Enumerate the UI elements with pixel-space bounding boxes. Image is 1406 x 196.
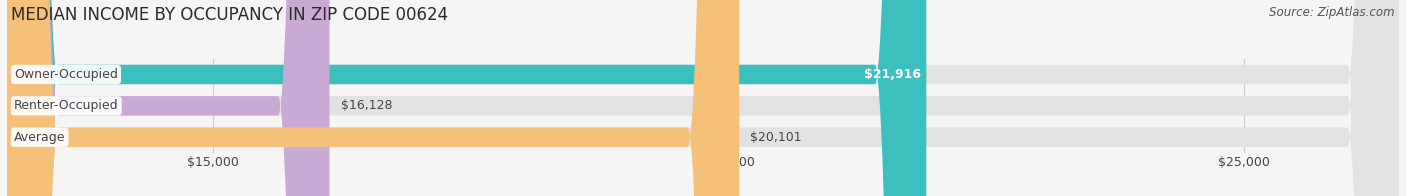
- FancyBboxPatch shape: [7, 0, 740, 196]
- Text: Renter-Occupied: Renter-Occupied: [14, 99, 118, 112]
- FancyBboxPatch shape: [7, 0, 329, 196]
- Text: Average: Average: [14, 131, 66, 144]
- Text: $16,128: $16,128: [340, 99, 392, 112]
- Text: Owner-Occupied: Owner-Occupied: [14, 68, 118, 81]
- Text: $21,916: $21,916: [863, 68, 921, 81]
- FancyBboxPatch shape: [7, 0, 927, 196]
- Text: Source: ZipAtlas.com: Source: ZipAtlas.com: [1270, 6, 1395, 19]
- FancyBboxPatch shape: [7, 0, 1399, 196]
- FancyBboxPatch shape: [7, 0, 1399, 196]
- Text: MEDIAN INCOME BY OCCUPANCY IN ZIP CODE 00624: MEDIAN INCOME BY OCCUPANCY IN ZIP CODE 0…: [11, 6, 449, 24]
- Text: $20,101: $20,101: [751, 131, 801, 144]
- FancyBboxPatch shape: [7, 0, 1399, 196]
